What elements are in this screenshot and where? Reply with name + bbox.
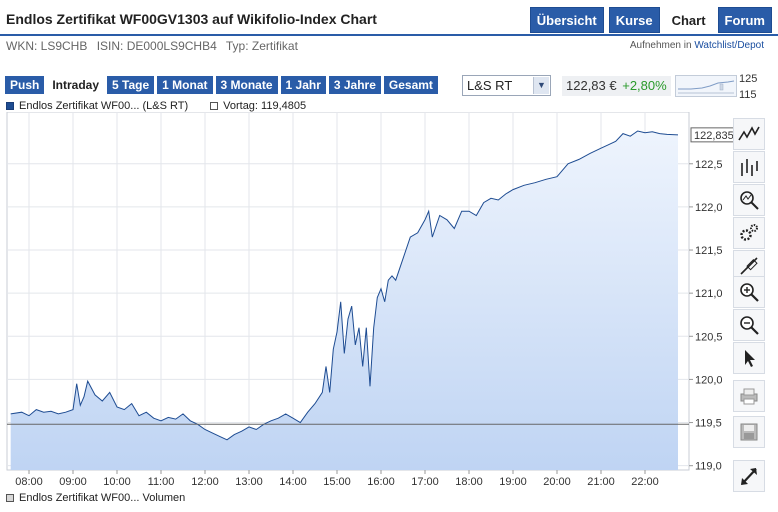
chevron-down-icon: ▼: [533, 77, 549, 94]
fullscreen-icon: [741, 468, 757, 485]
chart-type-line-icon: [738, 126, 760, 141]
price-chart[interactable]: 119,0 119,5 120,0 120,5 121,0 121,5 122,0 122,5…: [0, 112, 733, 490]
print-icon: [740, 388, 758, 405]
zoom-out-icon: [740, 316, 759, 335]
header-divider: [0, 34, 778, 36]
x-tick-label: 10:00: [103, 476, 131, 488]
range-1-monat-button[interactable]: 1 Monat: [157, 76, 213, 94]
save-button[interactable]: [733, 416, 765, 448]
tab-uebersicht[interactable]: Übersicht: [529, 7, 604, 33]
y-tick-label: 122,0: [695, 202, 723, 214]
y-tick-label: 121,5: [695, 245, 723, 257]
x-tick-label: 21:00: [587, 476, 615, 488]
x-tick-label: 09:00: [59, 476, 87, 488]
chart-legend: Endlos Zertifikat WF00... (L&S RT) Vorta…: [6, 100, 306, 112]
chart-type-ohlc-button[interactable]: [733, 151, 765, 183]
fullscreen-button[interactable]: [733, 460, 765, 492]
x-tick-label: 11:00: [148, 476, 175, 488]
legend-previous-label: Vortag: 119,4805: [223, 100, 307, 112]
x-tick-label: 12:00: [191, 476, 219, 488]
x-tick-label: 15:00: [323, 476, 351, 488]
watchlist-hint: Aufnehmen in Watchlist/Depot: [630, 40, 764, 51]
y-tick-label: 119,5: [695, 418, 722, 430]
top-nav: Übersicht Kurse Chart Forum: [529, 7, 772, 33]
tab-forum[interactable]: Forum: [717, 7, 772, 33]
tab-kurse[interactable]: Kurse: [608, 7, 660, 33]
wkn-label: WKN: LS9CHB: [6, 39, 88, 53]
legend-series: Endlos Zertifikat WF00... (L&S RT): [6, 100, 188, 112]
exchange-select[interactable]: L&S RT ▼: [462, 75, 551, 96]
zoom-in-icon: [740, 283, 759, 302]
last-value-label: 122,835: [694, 130, 733, 142]
chart-type-line-button[interactable]: [733, 118, 765, 150]
x-axis: 08:00 09:00 10:00 11:00 12:00 13:00 14:00 15:00…: [15, 470, 659, 488]
range-selector: Push Intraday 5 Tage 1 Monat 3 Monate 1 …: [5, 76, 438, 94]
range-5-tage-button[interactable]: 5 Tage: [107, 76, 155, 94]
price-line: [10, 130, 679, 441]
last-price: 122,83 €: [566, 78, 617, 93]
y-tick-label: 121,0: [695, 288, 723, 300]
indicator-icon: [740, 191, 759, 210]
x-tick-label: 13:00: [235, 476, 263, 488]
y-tick-label: 122,5: [695, 159, 723, 171]
x-tick-label: 08:00: [15, 476, 43, 488]
volume-legend: Endlos Zertifikat WF00... Volumen: [6, 492, 185, 504]
volume-legend-label: Endlos Zertifikat WF00... Volumen: [19, 492, 186, 504]
x-tick-label: 19:00: [499, 476, 527, 488]
pointer-button[interactable]: [733, 342, 765, 374]
x-tick-label: 17:00: [411, 476, 439, 488]
price-area: [10, 131, 678, 470]
tab-chart[interactable]: Chart: [664, 7, 713, 33]
exchange-select-value: L&S RT: [467, 78, 513, 93]
y-axis: 119,0 119,5 120,0 120,5 121,0 121,5 122,0 122,5: [689, 159, 723, 473]
settings-icon: [740, 224, 758, 241]
price-change: +2,80%: [622, 78, 667, 93]
volume-legend-swatch: [6, 494, 14, 502]
indicator-button[interactable]: [733, 184, 765, 216]
range-push-button[interactable]: Push: [5, 76, 45, 94]
last-value-box: [690, 127, 733, 143]
zoom-in-button[interactable]: [733, 276, 765, 308]
x-tick-label: 18:00: [455, 476, 483, 488]
sparkline-navigator[interactable]: [675, 75, 737, 97]
last-value-marker: 122,835: [690, 127, 733, 143]
legend-previous-swatch: [210, 102, 219, 110]
x-tick-label: 14:00: [279, 476, 307, 488]
range-gesamt-button[interactable]: Gesamt: [383, 76, 438, 94]
page-title: Endlos Zertifikat WF00GV1303 auf Wikifol…: [6, 11, 377, 27]
legend-previous-close: Vortag: 119,4805: [210, 100, 306, 112]
legend-series-label: Endlos Zertifikat WF00... (L&S RT): [19, 100, 189, 112]
isin-label: ISIN: DE000LS9CHB4: [96, 39, 217, 53]
x-tick-label: 16:00: [367, 476, 395, 488]
print-button[interactable]: [733, 380, 765, 412]
x-tick-label: 20:00: [543, 476, 571, 488]
settings-button[interactable]: [733, 217, 765, 249]
type-label: Typ: Zertifikat: [225, 39, 298, 53]
watchlist-link[interactable]: Watchlist/Depot: [694, 40, 764, 51]
chart-type-ohlc-icon: [741, 159, 758, 176]
pointer-icon: [745, 350, 755, 367]
sparkline-high: 125: [739, 73, 758, 85]
y-tick-label: 120,0: [695, 374, 723, 386]
y-tick-label: 120,5: [695, 331, 723, 343]
draw-line-icon: [740, 257, 758, 275]
y-tick-label: 119,0: [695, 461, 722, 473]
x-tick-label: 22:00: [631, 476, 659, 488]
zoom-out-button[interactable]: [733, 309, 765, 341]
sparkline-low: 115: [739, 89, 757, 101]
save-icon: [740, 423, 758, 441]
quote-box: 122,83 € +2,80%: [562, 76, 671, 96]
range-1-jahr-button[interactable]: 1 Jahr: [280, 76, 326, 94]
security-info: WKN: LS9CHB ISIN: DE000LS9CHB4 Typ: Zert…: [6, 39, 304, 53]
range-3-monate-button[interactable]: 3 Monate: [215, 76, 278, 94]
watchlist-prefix: Aufnehmen in: [629, 40, 692, 51]
range-intraday-button[interactable]: Intraday: [47, 76, 105, 94]
sparkline-icon: [678, 80, 735, 94]
range-3-jahre-button[interactable]: 3 Jahre: [328, 76, 381, 94]
legend-series-swatch: [6, 102, 14, 110]
